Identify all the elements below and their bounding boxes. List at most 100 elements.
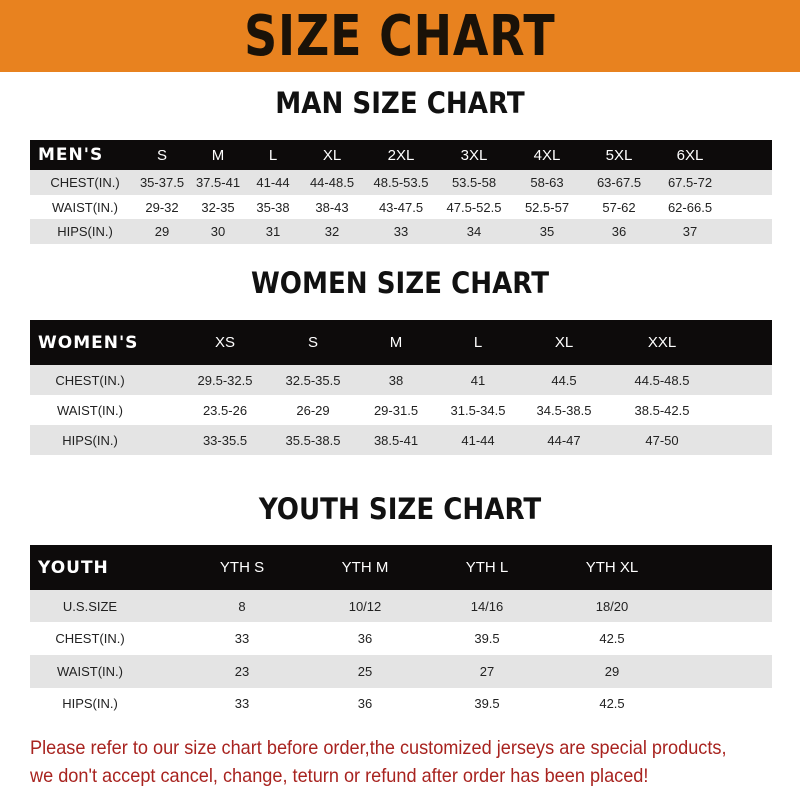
size-header: 6XL [676,146,704,164]
youth-chart-title: YOUTH SIZE CHART [258,492,542,526]
size-header: 2XL [387,146,415,164]
table-cell: 67.5-72 [667,175,713,190]
table-cell: 57-62 [602,199,636,215]
table-cell: 39.5 [474,695,500,711]
row-label: HIPS(IN.) [62,695,118,711]
table-cell: 29.5-32.5 [197,372,253,388]
table-cell: 26-29 [296,402,330,418]
table-cell: 42.5 [599,631,625,646]
size-header: L [473,334,483,351]
size-header: YTH L [465,559,509,576]
table-cell: 58-63 [530,175,564,190]
table-cell: 62-66.5 [667,199,713,215]
table-title-cell: MEN'S [38,145,104,165]
table-cell: 33-35.5 [202,432,248,448]
table-cell: 32 [324,224,340,239]
row-label: CHEST(IN.) [50,175,120,190]
table-cell: 33 [393,224,409,239]
table-cell: 29-31.5 [373,402,419,418]
table-row: WAIST(IN.) 23 25 27 29 [30,655,772,688]
table-header-row: MEN'S S M L XL 2XL 3XL 4XL 5XL 6XL [30,140,772,170]
table-cell: 44-48.5 [309,175,355,190]
table-cell: 38.5-41 [373,432,419,448]
table-cell: 41-44 [256,175,290,190]
table-cell: 31.5-34.5 [450,402,506,418]
table-cell: 14/16 [470,598,504,614]
size-header: S [307,334,319,351]
row-label: WAIST(IN.) [57,402,123,418]
size-header: 3XL [460,146,488,164]
table-cell: 18/20 [595,598,629,614]
table-row: CHEST(IN.) 35-37.5 37.5-41 41-44 44-48.5 48.5… [30,170,772,195]
table-cell: 33 [234,631,250,646]
size-header: S [156,146,168,164]
table-cell: 38 [388,372,404,388]
table-cell: 36 [611,224,627,239]
table-cell: 41 [470,372,486,388]
table-cell: 23.5-26 [202,402,248,418]
table-cell: 47-50 [645,432,679,448]
table-cell: 38.5-42.5 [634,402,690,418]
size-header: M [389,334,403,351]
women-size-table: WOMEN'S XS S M L XL XXL CHEST(IN.) 29.5-32.5 32.5… [30,320,772,455]
table-row: HIPS(IN.) 29 30 31 32 33 34 35 36 37 [30,219,772,244]
table-row: WAIST(IN.) 29-32 32-35 35-38 38-43 43-47.5 47.… [30,195,772,219]
table-cell: 31 [265,224,281,239]
table-cell: 44-47 [547,432,581,448]
table-row: HIPS(IN.) 33 36 39.5 42.5 [30,688,772,718]
size-header: YTH XL [585,559,639,576]
size-header: 4XL [533,146,561,164]
table-cell: 42.5 [599,695,625,711]
table-cell: 10/12 [348,598,382,614]
table-title-cell: WOMEN'S [38,332,139,353]
table-cell: 37.5-41 [195,175,241,190]
table-cell: 53.5-58 [451,175,497,190]
table-cell: 35.5-38.5 [285,432,341,448]
table-cell: 29 [154,224,170,239]
table-cell: 35-38 [256,199,290,215]
table-header-row: WOMEN'S XS S M L XL XXL [30,320,772,365]
table-cell: 27 [479,664,495,679]
row-label: HIPS(IN.) [57,224,113,239]
table-cell: 38-43 [315,199,349,215]
table-cell: 63-67.5 [596,175,642,190]
size-header: XXL [647,334,677,351]
men-size-table: MEN'S S M L XL 2XL 3XL 4XL 5XL 6XL CHEST(IN.) 35-37… [30,140,772,244]
row-label: HIPS(IN.) [62,432,118,448]
table-cell: 29 [604,664,620,679]
table-row: WAIST(IN.) 23.5-26 26-29 29-31.5 31.5-34.5 34… [30,395,772,425]
size-chart-banner: SIZE CHART [0,0,800,72]
table-header-row: YOUTH YTH S YTH M YTH L YTH XL [30,545,772,590]
table-cell: 41-44 [461,432,495,448]
table-cell: 34 [466,224,482,239]
youth-size-table: YOUTH YTH S YTH M YTH L YTH XL U.S.SIZE 8 10/12… [30,545,772,718]
table-row: HIPS(IN.) 33-35.5 35.5-38.5 38.5-41 41-44 44-… [30,425,772,455]
table-cell: 36 [357,631,373,646]
size-header: YTH S [219,559,265,576]
table-row: CHEST(IN.) 29.5-32.5 32.5-35.5 38 41 44.5 44.5… [30,365,772,395]
table-cell: 34.5-38.5 [536,402,592,418]
table-cell: 39.5 [474,631,500,646]
table-cell: 23 [234,664,250,679]
table-cell: 32.5-35.5 [285,372,341,388]
row-label: CHEST(IN.) [55,372,125,388]
size-header: YTH M [341,559,389,576]
row-label: WAIST(IN.) [52,199,118,215]
table-cell: 48.5-53.5 [373,175,429,190]
men-chart-title: MAN SIZE CHART [275,86,525,120]
row-label: CHEST(IN.) [55,631,125,646]
size-header: L [268,146,278,164]
order-notice-line-2: we don't accept cancel, change, teturn o… [30,765,649,787]
table-cell: 8 [238,598,246,614]
table-cell: 36 [357,695,373,711]
table-cell: 35-37.5 [139,175,185,190]
table-row: CHEST(IN.) 33 36 39.5 42.5 [30,622,772,655]
size-header: XL [322,146,342,164]
table-cell: 25 [357,664,373,679]
table-row: U.S.SIZE 8 10/12 14/16 18/20 [30,590,772,622]
banner-title: SIZE CHART [244,3,556,69]
table-cell: 52.5-57 [524,199,570,215]
table-cell: 35 [539,224,555,239]
table-cell: 30 [210,224,226,239]
table-cell: 43-47.5 [378,199,424,215]
